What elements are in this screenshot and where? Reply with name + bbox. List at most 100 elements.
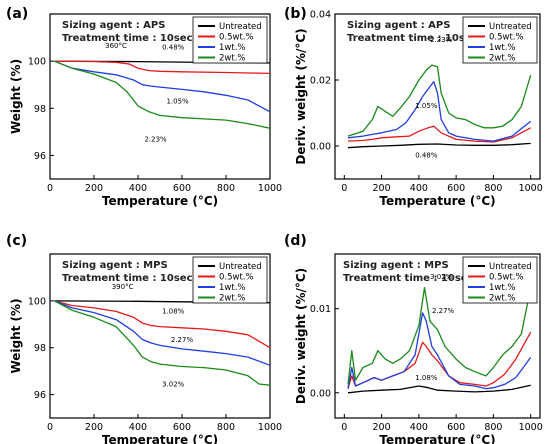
y-tick-label: 0.04	[310, 10, 331, 21]
panel-label-d: (d)	[284, 233, 307, 249]
x-tick-label: 200	[373, 183, 391, 194]
legend-box	[192, 256, 268, 304]
legend-entry: 2wt.%	[489, 54, 515, 64]
x-axis-title: Temperature (°C)	[379, 433, 495, 444]
treatment-info: Sizing agent : APS	[347, 20, 450, 31]
x-tick-label: 1000	[258, 422, 282, 433]
legend-entry: 1wt.%	[489, 283, 515, 293]
legend-entry: Untreated	[489, 22, 532, 32]
panel-label-c: (c)	[6, 233, 27, 249]
series-line	[54, 300, 271, 366]
series-line	[347, 64, 532, 137]
series-line	[347, 125, 532, 143]
x-tick-label: 200	[373, 422, 391, 433]
y-tick-label: 0.02	[310, 76, 331, 87]
x-tick-label: 800	[217, 183, 235, 194]
y-tick-label: 96	[34, 390, 46, 401]
x-tick-label: 400	[129, 422, 147, 433]
series-line	[54, 60, 271, 75]
x-axis-title: Temperature (°C)	[102, 433, 218, 444]
series-line	[54, 60, 271, 129]
x-tick-label: 600	[173, 183, 191, 194]
y-tick-label: 0.00	[310, 142, 331, 153]
x-tick-label: 200	[85, 422, 103, 433]
annotation-label: 2.23%	[430, 36, 453, 44]
annotation-label: 1.05%	[166, 98, 189, 106]
y-tick-label: 98	[34, 104, 46, 115]
x-tick-label: 1000	[519, 183, 543, 194]
x-tick-label: 400	[129, 183, 147, 194]
x-tick-label: 200	[85, 183, 103, 194]
legend-entry: Untreated	[219, 22, 262, 32]
y-tick-label: 96	[34, 151, 46, 162]
x-tick-label: 1000	[519, 422, 543, 433]
series-line	[347, 142, 531, 149]
y-tick-label: 0.01	[310, 304, 331, 315]
annotation-label: 2.23%	[144, 135, 167, 143]
y-axis-title: Deriv. weight (%/°C)	[294, 28, 308, 164]
annotation-label: 0.48%	[415, 152, 438, 160]
series-line	[54, 300, 271, 386]
legend-entry: 2wt.%	[489, 294, 515, 304]
treatment-info: Sizing agent : APS	[62, 20, 165, 31]
annotation-label: 390°C	[112, 283, 134, 291]
panel-label-b: (b)	[284, 6, 307, 22]
series-line	[347, 384, 531, 394]
series-line	[347, 81, 532, 142]
legend-entry: 1wt.%	[219, 283, 245, 293]
x-tick-label: 1000	[258, 183, 282, 194]
annotation-label: 1.05%	[415, 102, 438, 110]
x-tick-label: 400	[410, 422, 428, 433]
legend-entry: 2wt.%	[219, 294, 245, 304]
treatment-info: Treatment time : 10sec	[62, 273, 193, 284]
y-axis-title: Deriv. weight (%/°C)	[294, 268, 308, 404]
chart-panel-c: 0 200 400 600 800 1000 96 98 100 Temperature (°C)…	[9, 253, 282, 444]
x-tick-label: 0	[47, 183, 53, 194]
annotation-label: 1.08%	[162, 308, 185, 316]
legend-box	[192, 16, 268, 64]
series-line	[54, 300, 271, 349]
panel-label-a: (a)	[6, 6, 28, 22]
legend-box	[462, 16, 538, 64]
y-axis-title: Weight (%)	[9, 298, 23, 373]
annotation-label: 2.27%	[432, 307, 455, 315]
treatment-info: Sizing agent : MPS	[343, 260, 449, 271]
y-tick-label: 100	[28, 57, 46, 68]
treatment-info: Treatment time : 10sec	[62, 33, 193, 44]
legend-box	[462, 256, 538, 304]
treatment-info: Treatment time : 10sec	[347, 33, 478, 44]
annotation-label: 360°C	[105, 42, 127, 50]
legend-entry: 0.5wt.%	[219, 33, 254, 43]
y-tick-label: 100	[28, 296, 46, 307]
annotation-label: 2.27%	[171, 336, 194, 344]
x-tick-label: 600	[447, 422, 465, 433]
x-tick-label: 600	[447, 183, 465, 194]
chart-panel-b: 0 200 400 600 800 1000 0.00 0.02 0.04 Temperature…	[294, 10, 543, 209]
x-tick-label: 0	[341, 183, 347, 194]
chart-panel-d: 0 200 400 600 800 1000 0.00 0.01 Temperature (°C…	[294, 253, 543, 444]
treatment-info: Treatment time : 10sec	[343, 273, 474, 284]
x-tick-label: 0	[47, 422, 53, 433]
annotation-label: 0.48%	[162, 43, 185, 51]
chart-panel-a: 0 200 400 600 800 1000 96 98 100 Temperature (°C)…	[9, 13, 282, 208]
legend-entry: Untreated	[489, 262, 532, 272]
legend-entry: 1wt.%	[219, 43, 245, 53]
legend-entry: 0.5wt.%	[489, 33, 524, 43]
x-tick-label: 800	[484, 422, 502, 433]
annotation-label: 3.02%	[430, 273, 453, 281]
series-line	[347, 286, 532, 385]
legend-entry: Untreated	[219, 262, 262, 272]
x-tick-label: 800	[484, 183, 502, 194]
y-tick-label: 0.00	[310, 388, 331, 399]
legend-entry: 0.5wt.%	[219, 273, 254, 283]
x-tick-label: 0	[341, 422, 347, 433]
y-axis-title: Weight (%)	[9, 59, 23, 134]
annotation-label: 3.02%	[162, 380, 185, 388]
x-tick-label: 400	[410, 183, 428, 194]
treatment-info: Sizing agent : MPS	[62, 260, 168, 271]
legend-entry: 1wt.%	[489, 43, 515, 53]
x-axis-title: Temperature (°C)	[102, 194, 218, 208]
series-line	[347, 312, 532, 390]
x-axis-title: Temperature (°C)	[379, 194, 495, 208]
